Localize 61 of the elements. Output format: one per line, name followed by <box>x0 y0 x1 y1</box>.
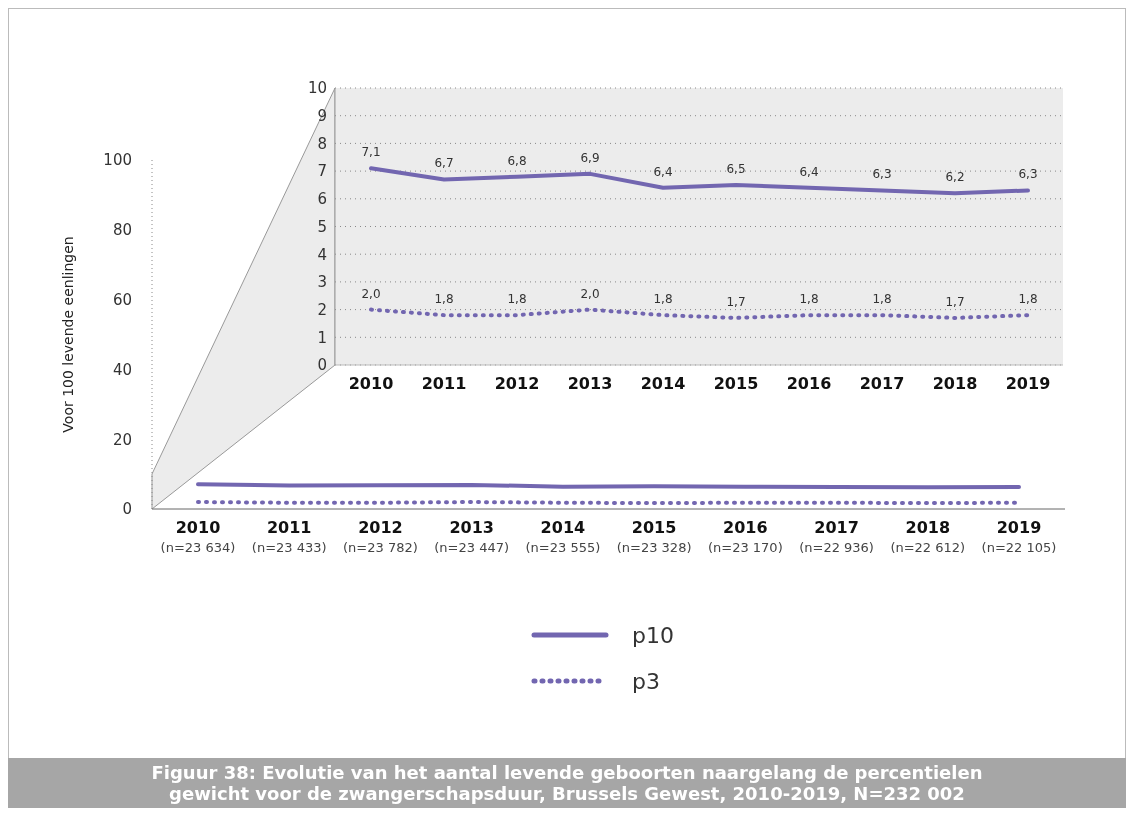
data-label: 6,2 <box>945 170 965 185</box>
x-tick-label: 2015 <box>713 374 759 393</box>
x-tick-label: 2018 <box>932 374 978 393</box>
data-label: 2,0 <box>580 286 600 301</box>
x-tick-label: 2015 (n=23 328) <box>616 518 692 555</box>
data-label: 1,8 <box>507 292 527 307</box>
x-tick-label: 2011 (n=23 433) <box>251 518 327 555</box>
y-tick-label: 40 <box>112 360 132 379</box>
data-label: 7,1 <box>361 145 381 160</box>
y-tick-label: 4 <box>317 245 327 264</box>
text: Figuur 38: Evolutie van het aantal levende geboorten naargelang de percentielen gewicht voor de zwangerschapsduur, Brussels Gewest, 2010-2019, N=232 002 <box>150 762 984 804</box>
legend-label: p10 <box>632 622 674 648</box>
x-tick-label: 2019 (n=22 105) <box>981 518 1057 555</box>
x-tick-label: 2011 <box>421 374 467 393</box>
x-tick-label: 2010 <box>348 374 394 393</box>
data-label: 6,7 <box>434 156 454 171</box>
y-tick-label: 10 <box>307 79 327 98</box>
x-tick-label: 2013 <box>567 374 613 393</box>
x-tick-label: 2018 (n=22 612) <box>890 518 966 555</box>
y-tick-label: 6 <box>317 190 327 209</box>
data-label: 1,8 <box>1018 292 1038 307</box>
data-label: 1,8 <box>653 292 673 307</box>
data-label: 1,8 <box>799 292 819 307</box>
x-tick-label: 2016 (n=23 170) <box>707 518 783 555</box>
data-label: 6,3 <box>1018 167 1038 182</box>
data-label: 1,8 <box>872 292 892 307</box>
x-tick-label: 2013 (n=23 447) <box>434 518 510 555</box>
y-tick-label: 80 <box>112 221 132 240</box>
data-label: 1,8 <box>434 292 454 307</box>
y-tick-label: 8 <box>317 134 327 153</box>
y-tick-label: 9 <box>317 107 327 126</box>
legend-label: p3 <box>632 668 660 694</box>
y-tick-label: 0 <box>122 500 132 519</box>
y-tick-label: 100 <box>103 151 132 170</box>
data-label: 6,5 <box>726 161 746 176</box>
y-tick-label: 3 <box>317 273 327 292</box>
x-tick-label: 2017 (n=22 936) <box>799 518 874 555</box>
x-tick-label: 2014 (n=23 555) <box>525 518 601 555</box>
data-label: 1,7 <box>945 294 965 309</box>
x-tick-label: 2014 <box>640 374 686 393</box>
data-label: 6,8 <box>507 153 527 168</box>
y-axis-title: Voor 100 levende eenlingen <box>59 236 76 433</box>
data-label: 1,7 <box>726 294 746 309</box>
y-tick-label: 1 <box>317 328 327 347</box>
y-tick-label: 7 <box>317 162 327 181</box>
x-tick-label: 2019 <box>1005 374 1051 393</box>
x-tick-label: 2012 (n=23 782) <box>343 518 418 555</box>
data-label: 6,9 <box>580 150 600 165</box>
y-tick-label: 2 <box>317 300 327 319</box>
data-label: 2,0 <box>361 286 381 301</box>
data-label: 6,4 <box>653 164 673 179</box>
x-tick-label: 2010 (n=23 634) <box>160 518 236 555</box>
data-label: 6,3 <box>872 167 892 182</box>
x-tick-label: 2017 <box>859 374 905 393</box>
x-tick-label: 2016 <box>786 374 832 393</box>
y-tick-label: 0 <box>317 356 327 375</box>
x-tick-label: 2012 <box>494 374 540 393</box>
y-tick-label: 20 <box>112 430 132 449</box>
y-tick-label: 5 <box>317 217 327 236</box>
y-tick-label: 60 <box>112 290 132 309</box>
data-label: 6,4 <box>799 164 819 179</box>
